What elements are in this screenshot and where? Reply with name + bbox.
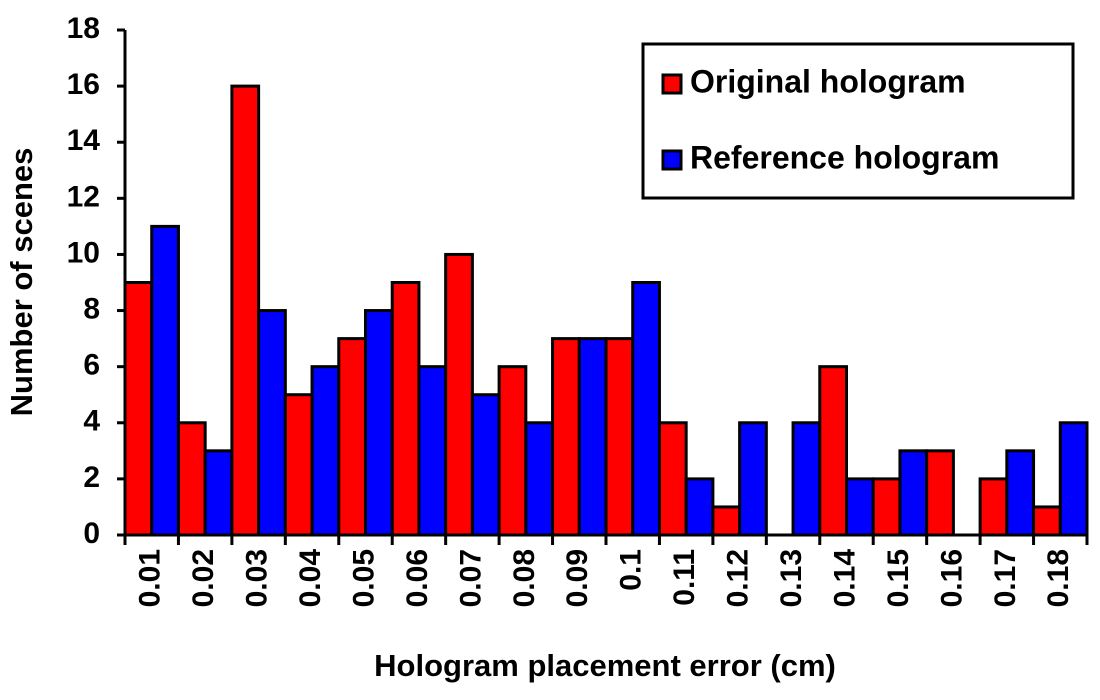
x-tick-label: 0.11 [668, 549, 701, 606]
bar [818, 365, 848, 537]
legend-box [641, 42, 1075, 200]
y-tick-label: 8 [83, 292, 100, 325]
bar [417, 365, 448, 537]
bar [738, 421, 768, 537]
bar [497, 365, 528, 537]
x-tick-label: 0.17 [989, 549, 1022, 607]
y-tick-label: 12 [67, 180, 100, 213]
y-tick-label: 6 [83, 349, 100, 382]
x-tick-label: 0.13 [775, 549, 808, 607]
bar [390, 281, 421, 537]
y-tick-label: 0 [83, 517, 100, 550]
x-tick-label: 0.01 [134, 549, 167, 607]
bar [845, 477, 875, 537]
x-tick-label: 0.07 [454, 549, 487, 607]
bar [657, 421, 688, 537]
bar [791, 421, 822, 537]
bar [1058, 421, 1089, 537]
x-tick-label: 0.16 [935, 549, 968, 607]
bar [444, 252, 474, 537]
x-tick-label: 0.02 [187, 549, 220, 607]
x-tick-label: 0.09 [561, 549, 594, 607]
x-tick-label: 0.15 [882, 549, 915, 607]
bar [310, 365, 341, 537]
bar [230, 84, 261, 537]
bar [1005, 449, 1036, 537]
x-axis-label: Hologram placement error (cm) [374, 648, 836, 683]
legend-label: Original hologram [690, 63, 966, 99]
bar [1032, 505, 1062, 537]
y-tick-label: 14 [67, 124, 101, 157]
y-tick-label: 2 [83, 461, 100, 494]
bar [551, 337, 581, 537]
x-tick-label: 0.08 [508, 549, 541, 607]
bar [631, 281, 661, 537]
bar [524, 421, 555, 537]
x-tick-label: 0.14 [828, 549, 861, 608]
bar [150, 224, 180, 537]
bar [123, 281, 154, 537]
x-tick-label: 0.18 [1042, 549, 1075, 607]
legend-label: Reference hologram [690, 139, 999, 175]
bar [283, 393, 314, 537]
bar [871, 477, 902, 537]
bar [176, 421, 207, 537]
x-tick-label: 0.12 [722, 549, 755, 607]
x-tick-label: 0.03 [241, 549, 274, 607]
x-tick-label: 0.05 [347, 549, 380, 607]
bar [978, 477, 1009, 537]
bar [470, 393, 501, 537]
bar [257, 309, 287, 537]
y-tick-label: 16 [67, 68, 100, 101]
x-tick-label: 0.04 [294, 549, 327, 608]
bar [604, 337, 635, 537]
y-axis-label: Number of scenes [4, 148, 39, 417]
legend-swatch [661, 149, 683, 171]
y-tick-label: 10 [67, 236, 100, 269]
bar [898, 449, 929, 537]
x-tick-label: 0.06 [401, 549, 434, 607]
bar [711, 505, 742, 537]
y-tick-label: 4 [83, 405, 100, 438]
bar [364, 309, 394, 537]
legend-swatch [661, 73, 683, 95]
y-tick-label: 18 [67, 12, 100, 45]
bar [337, 337, 367, 537]
bar [925, 449, 955, 537]
bar [577, 337, 608, 537]
x-tick-label: 0.1 [615, 549, 648, 591]
bar [684, 477, 715, 537]
bar [203, 449, 234, 537]
